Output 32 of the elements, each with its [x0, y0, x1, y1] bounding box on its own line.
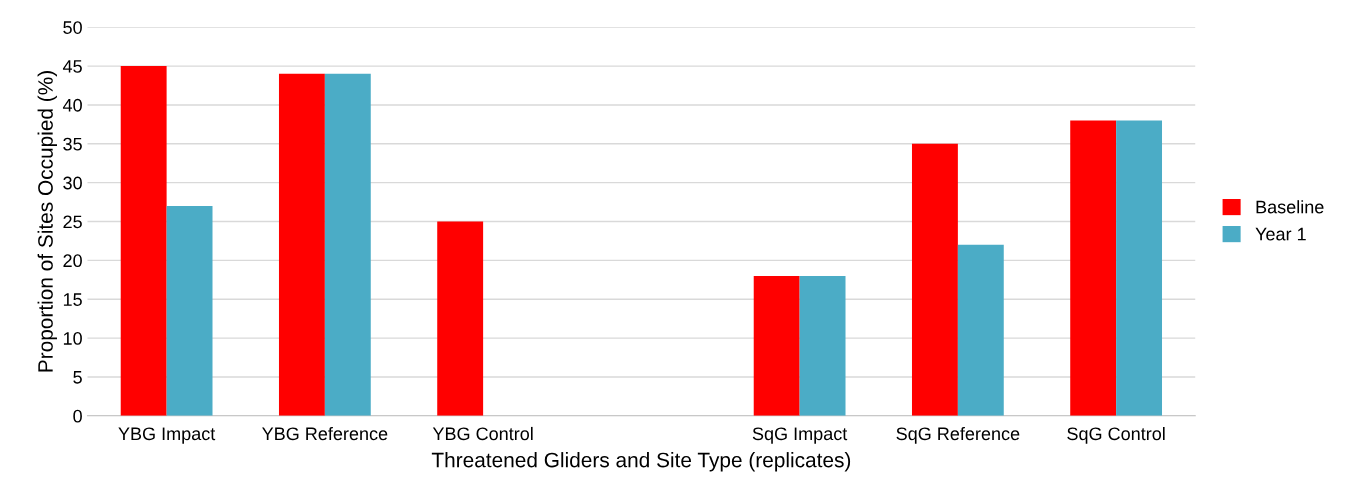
y-tick-label: 50 — [63, 21, 82, 34]
x-tick-label: YBG Control — [432, 426, 533, 441]
bar — [799, 275, 846, 416]
bar — [753, 275, 800, 416]
legend-label: Year 1 — [1255, 227, 1306, 241]
x-axis-title: Threatened Gliders and Site Type (replicates) — [431, 452, 851, 472]
bar — [957, 244, 1004, 416]
bar — [278, 73, 325, 416]
y-tick-label: 35 — [63, 137, 82, 151]
y-tick-label: 10 — [63, 332, 82, 345]
x-tick-label: SqG Impact — [752, 427, 848, 444]
x-tick-label: YBG Reference — [262, 426, 388, 441]
y-tick-label: 40 — [62, 98, 82, 112]
y-tick-label: 15 — [63, 293, 82, 306]
bar — [166, 205, 213, 416]
y-tick-label: 30 — [63, 176, 82, 190]
bar — [1116, 120, 1163, 416]
y-tick-label: 45 — [62, 60, 82, 73]
x-tick-label: SqG Reference — [896, 426, 1020, 444]
bar — [324, 73, 371, 416]
y-tick-label: 20 — [63, 254, 82, 268]
bar — [120, 66, 167, 416]
bar — [1070, 120, 1117, 416]
y-axis-title: Proportion of Sites Occupied (%) — [37, 71, 57, 372]
legend-label: Baseline — [1256, 200, 1324, 214]
x-tick-label: SqG Control — [1067, 426, 1165, 444]
bar — [911, 143, 958, 416]
y-tick-label: 5 — [73, 371, 82, 384]
y-tick-label: 25 — [63, 215, 82, 229]
x-tick-label: YBG Impact — [118, 427, 216, 444]
y-tick-label: 0 — [73, 409, 82, 423]
bar — [437, 221, 484, 416]
